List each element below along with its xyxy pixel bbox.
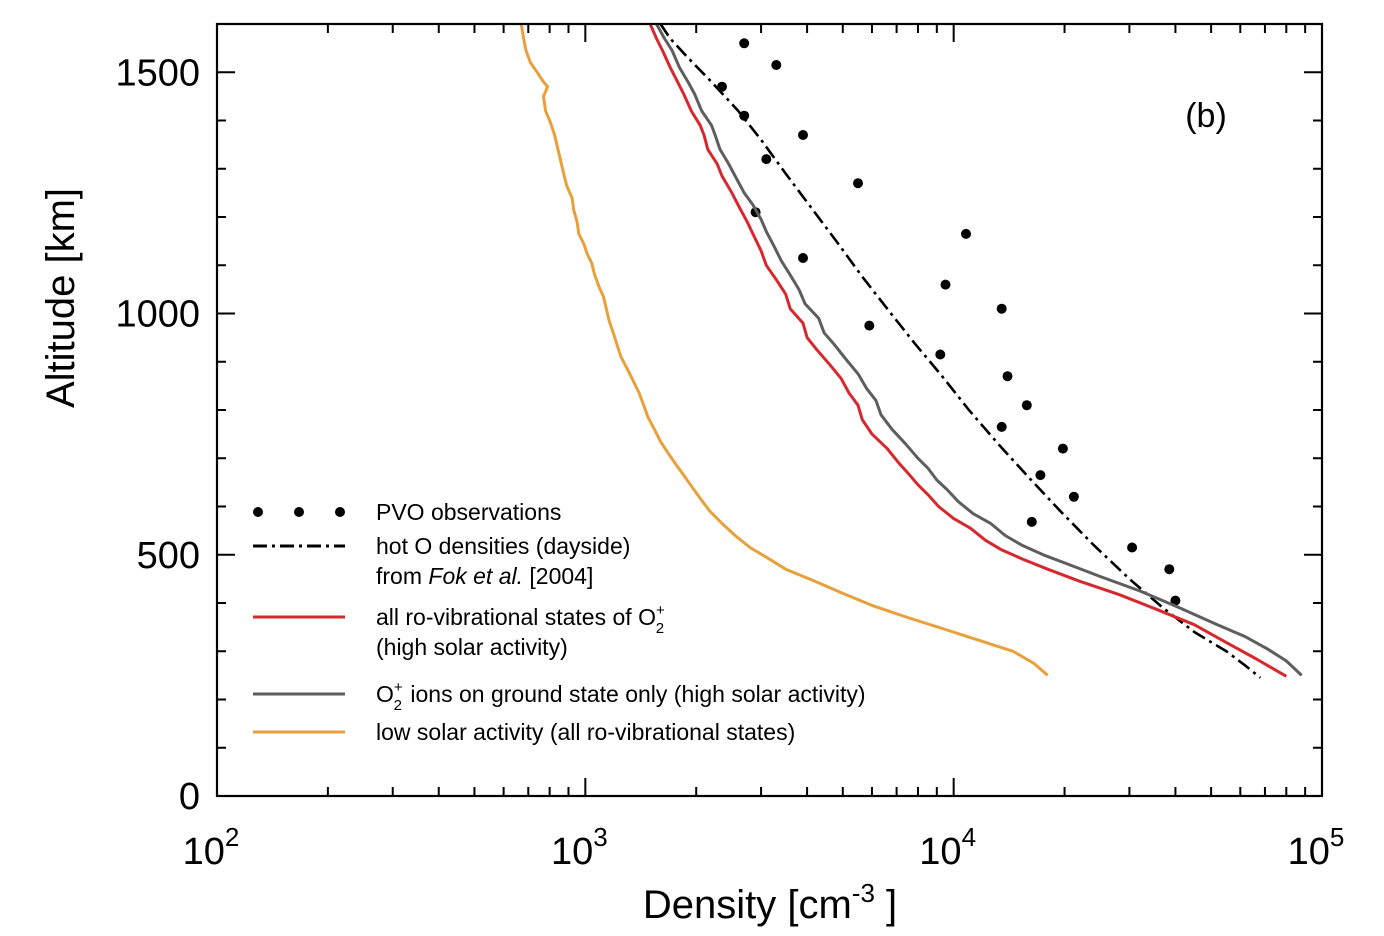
pvo-point-0 bbox=[739, 38, 750, 49]
pvo-point-21 bbox=[1127, 542, 1138, 553]
legend-item-pvo: PVO observations bbox=[253, 499, 561, 525]
x-tick-label-10000: 104 bbox=[919, 822, 976, 873]
pvo-point-20 bbox=[1026, 516, 1037, 527]
pvo-point-22 bbox=[1164, 564, 1175, 575]
y-tick-label-1500: 1500 bbox=[115, 52, 200, 94]
legend-pvo-marker-2 bbox=[335, 507, 345, 517]
pvo-point-11 bbox=[996, 303, 1007, 314]
y-tick-label-500: 500 bbox=[137, 535, 200, 577]
pvo-point-17 bbox=[1057, 443, 1068, 454]
legend-pvo-marker-0 bbox=[253, 507, 263, 517]
ticks-layer bbox=[216, 23, 1323, 797]
legend-pvo-marker-1 bbox=[294, 507, 304, 517]
pvo-point-23 bbox=[1170, 595, 1181, 606]
legend-label-hoto-1: from Fok et al. [2004] bbox=[376, 563, 593, 589]
pvo-point-5 bbox=[761, 154, 772, 165]
pvo-point-16 bbox=[996, 421, 1007, 432]
pvo-point-8 bbox=[961, 228, 971, 239]
labels-layer: 0 500 1000 1500 102 103 104 105 bbox=[115, 52, 1344, 873]
series-low-line bbox=[519, 23, 1049, 677]
legend-label-pvo-0: PVO observations bbox=[376, 499, 561, 525]
legend-item-ground: O+2​ ions on ground state only (high sol… bbox=[253, 679, 866, 714]
pvo-point-1 bbox=[771, 60, 782, 70]
pvo-point-9 bbox=[798, 253, 808, 263]
pvo-point-15 bbox=[1021, 400, 1032, 411]
pvo-point-18 bbox=[1035, 470, 1046, 481]
panel-label: (b) bbox=[1185, 97, 1227, 135]
legend-item-allro: all ro-vibrational states of O+2​(high s… bbox=[253, 602, 665, 660]
pvo-point-3 bbox=[739, 110, 750, 121]
legend-label-ground-0: O+2​ ions on ground state only (high sol… bbox=[376, 679, 866, 714]
series-allro-line bbox=[648, 23, 1288, 678]
pvo-point-14 bbox=[1002, 371, 1013, 382]
pvo-point-6 bbox=[853, 178, 863, 189]
legend-label-allro-0: all ro-vibrational states of O+2​ bbox=[376, 602, 665, 637]
series-hoto-line bbox=[659, 23, 1262, 679]
x-tick-label-100: 102 bbox=[183, 822, 240, 873]
pvo-point-13 bbox=[935, 349, 946, 360]
pvo-point-4 bbox=[798, 130, 808, 140]
pvo-point-19 bbox=[1068, 491, 1079, 502]
pvo-point-10 bbox=[940, 279, 951, 290]
legend-item-hoto: hot O densities (dayside) from Fok et al.… bbox=[253, 533, 630, 589]
legend-item-low: low solar activity (all ro-vibrational s… bbox=[253, 719, 795, 745]
x-tick-label-100000: 105 bbox=[1288, 822, 1345, 873]
data-layer bbox=[519, 23, 1303, 679]
series-ground-line bbox=[655, 23, 1303, 677]
x-tick-label-1000: 103 bbox=[551, 822, 608, 873]
y-tick-label-0: 0 bbox=[179, 776, 200, 818]
legend-label-low-0: low solar activity (all ro-vibrational s… bbox=[376, 719, 795, 745]
y-tick-label-1000: 1000 bbox=[115, 294, 200, 336]
legend-label-allro-1: (high solar activity) bbox=[376, 634, 568, 660]
x-axis-title: Density [cm-3 ] bbox=[643, 878, 897, 927]
pvo-point-12 bbox=[864, 320, 875, 331]
series-pvo bbox=[717, 38, 1181, 606]
y-axis-title: Altitude [km] bbox=[39, 188, 83, 408]
legend-label-hoto-0: hot O densities (dayside) bbox=[376, 533, 630, 559]
legend: PVO observations hot O densities (dayside… bbox=[253, 499, 866, 745]
